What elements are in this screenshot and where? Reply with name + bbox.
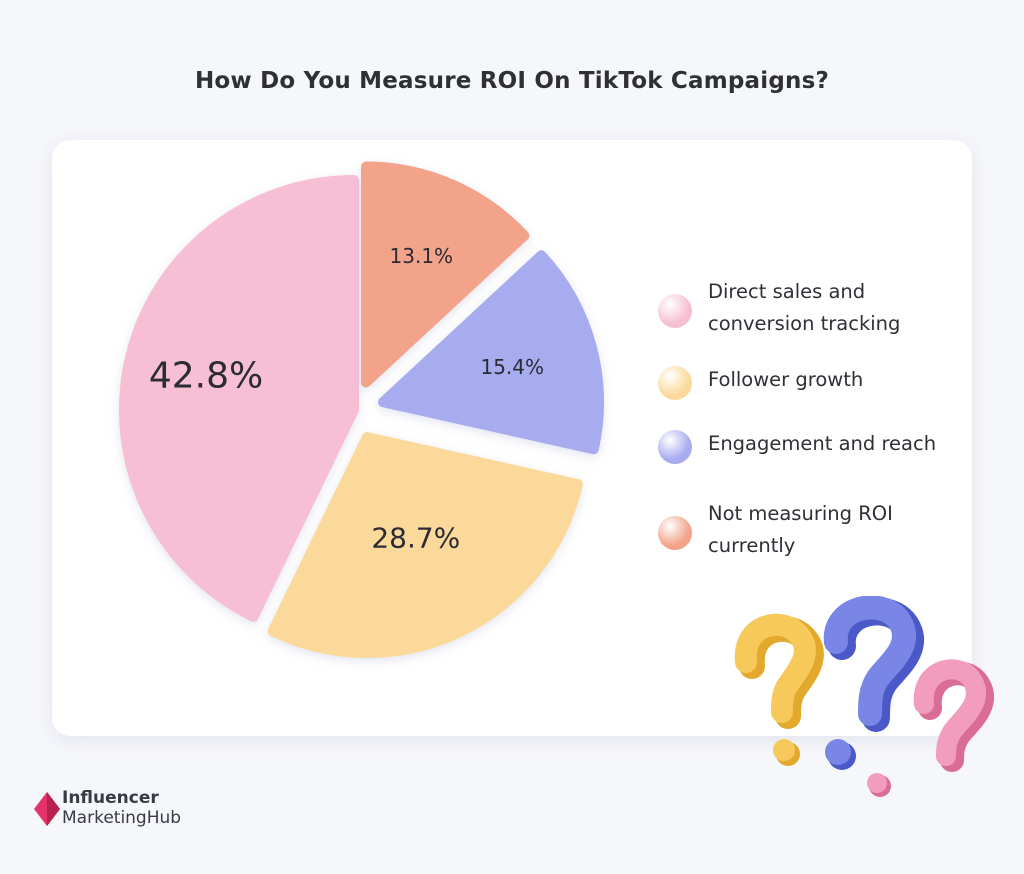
question-marks-icon	[734, 596, 994, 797]
brand-name-hub: Hub	[146, 808, 182, 828]
legend-label-line: Follower growth	[708, 368, 864, 391]
chart-title: How Do You Measure ROI On TikTok Campaig…	[194, 68, 830, 94]
legend-label: Direct sales and conversion tracking	[708, 276, 988, 340]
chart-card: 42.8% 13.1% 15.4% 28.7% Direct sales and con…	[52, 140, 972, 736]
legend-label-line: currently	[708, 534, 796, 557]
pie-slice-direct-sales-and-conversion-tracking	[119, 175, 359, 622]
legend-swatch	[658, 366, 692, 400]
legend-label-line: conversion tracking	[708, 312, 901, 335]
brand-name-line2: MarketingHub	[62, 808, 181, 828]
legend-swatch	[658, 516, 692, 550]
brand-logo-icon	[34, 792, 60, 826]
pie-slice-not-measuring-roi-currently	[361, 161, 530, 388]
pie-slice-engagement-and-reach	[377, 250, 604, 455]
legend-label: Engagement and reach	[708, 428, 988, 460]
pie-chart: 42.8% 13.1% 15.4% 28.7%	[119, 161, 604, 659]
legend-label: Follower growth	[708, 364, 988, 396]
legend-label-line: Direct sales and	[708, 280, 866, 303]
legend-swatch	[658, 430, 692, 464]
legend-label-line: Not measuring ROI	[708, 502, 893, 525]
legend-label-line: Engagement and reach	[708, 432, 937, 455]
brand-name-line1: Influencer	[62, 788, 159, 808]
brand-name-marketing: Marketing	[62, 808, 147, 828]
pie-slice-follower-growth	[267, 432, 583, 659]
pie-slice-value-label: 28.7%	[371, 522, 460, 555]
pie-slice-value-label: 42.8%	[149, 355, 263, 396]
pie-slice-value-label: 15.4%	[480, 355, 544, 379]
legend-swatch	[658, 294, 692, 328]
pie-slice-value-label: 13.1%	[390, 244, 454, 268]
legend-label: Not measuring ROI currently	[708, 498, 988, 562]
